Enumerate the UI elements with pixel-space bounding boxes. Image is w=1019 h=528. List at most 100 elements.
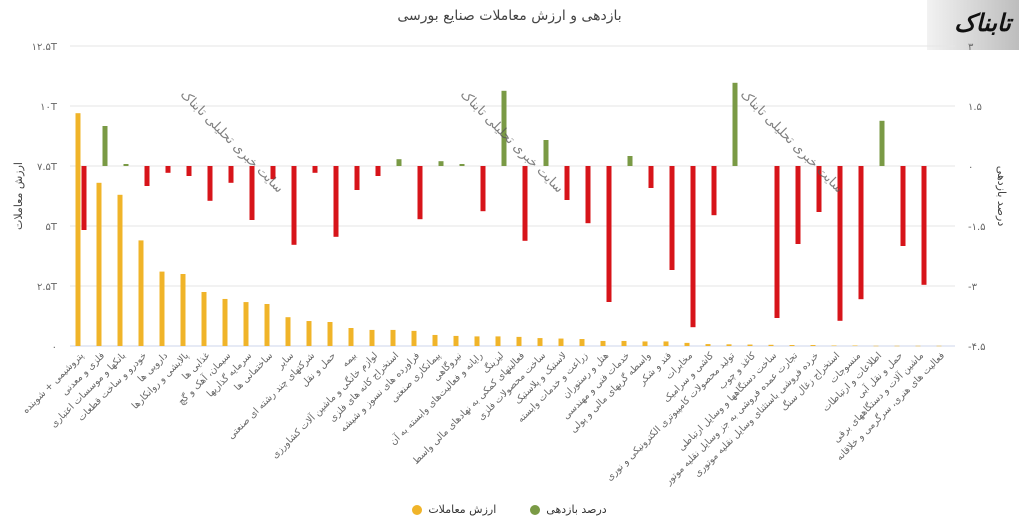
left-tick-label: ۵T <box>46 222 58 233</box>
value-bar <box>705 344 711 346</box>
return-bar <box>417 166 423 220</box>
value-bar <box>117 194 123 346</box>
value-bar <box>243 302 249 346</box>
value-bar <box>579 339 585 346</box>
tabnak-logo: تابناک <box>927 0 1019 50</box>
value-bar <box>474 336 480 346</box>
legend-item-value[interactable]: ارزش معاملات <box>412 503 496 516</box>
value-bar <box>537 338 543 346</box>
watermark-text: سایت خبری تحلیلی تابناک <box>457 87 566 196</box>
return-bar <box>333 166 339 237</box>
value-bar <box>96 182 102 346</box>
value-bar <box>411 330 417 346</box>
right-tick-label: ۳ <box>968 42 974 53</box>
value-bar <box>642 341 648 346</box>
right-tick-label: -۴.۵ <box>968 342 986 353</box>
return-bar <box>375 166 381 176</box>
value-bar <box>558 338 564 346</box>
value-bar <box>516 336 522 346</box>
return-bar <box>249 166 255 220</box>
value-bar <box>369 329 375 346</box>
value-bar <box>348 328 354 346</box>
chart-title: بازدهی و ارزش معاملات صنایع بورسی <box>397 8 622 24</box>
value-bar <box>264 304 270 346</box>
right-tick-label: -۱.۵ <box>968 222 986 233</box>
return-bar <box>459 164 465 166</box>
return-bar <box>186 166 192 176</box>
value-bar <box>810 345 816 346</box>
return-bar <box>291 166 297 245</box>
value-bar <box>285 317 291 346</box>
value-bar <box>201 292 207 346</box>
return-bar <box>921 166 927 285</box>
value-bar <box>831 345 837 347</box>
return-bar <box>690 166 696 328</box>
value-bar <box>390 329 396 346</box>
value-bar <box>159 271 165 346</box>
value-bar <box>327 322 333 346</box>
return-bar <box>312 166 318 173</box>
value-bar <box>873 345 879 347</box>
return-bar <box>900 166 906 246</box>
left-tick-label: ۱۲.۵T <box>32 42 58 53</box>
legend-item-return[interactable]: درصد بازدهی <box>530 503 607 516</box>
return-bar <box>438 161 444 166</box>
value-bar <box>789 345 795 346</box>
value-bar <box>747 344 753 346</box>
value-bar <box>915 345 921 347</box>
return-bar <box>837 166 843 321</box>
return-bar <box>627 156 633 166</box>
value-bar <box>726 344 732 346</box>
return-bar <box>81 166 87 230</box>
value-bar <box>663 341 669 346</box>
value-bar <box>222 298 228 346</box>
legend-dot <box>412 504 423 515</box>
value-bar <box>306 321 312 346</box>
return-bar <box>396 159 402 166</box>
return-bar <box>585 166 591 224</box>
return-bar <box>165 166 171 173</box>
value-bar <box>894 345 900 347</box>
legend-label: درصد بازدهی <box>546 503 607 516</box>
value-bar <box>936 345 942 347</box>
legend-label: ارزش معاملات <box>428 503 497 516</box>
value-bar <box>852 345 858 347</box>
value-bar <box>621 340 627 346</box>
return-bar <box>879 120 885 166</box>
return-bar <box>102 126 108 166</box>
return-bar <box>732 82 738 166</box>
value-bar <box>180 274 186 346</box>
return-bar <box>711 166 717 216</box>
right-tick-label: ۰ <box>968 162 973 173</box>
value-bar <box>432 334 438 346</box>
value-bar <box>600 340 606 346</box>
value-bar <box>495 336 501 346</box>
value-bar <box>684 342 690 346</box>
return-bar <box>669 166 675 270</box>
legend-dot <box>530 504 541 515</box>
return-bar <box>816 166 822 212</box>
return-bar <box>354 166 360 190</box>
right-tick-label: ۱.۵ <box>968 102 982 113</box>
left-tick-label: ۲.۵T <box>37 282 58 293</box>
return-bar <box>501 90 507 166</box>
legend: درصد بازدهی ارزش معاملات <box>0 503 1019 516</box>
return-bar <box>123 164 129 166</box>
left-axis-title: ارزش معاملات <box>12 162 25 230</box>
return-bar <box>795 166 801 244</box>
return-bar <box>522 166 528 241</box>
return-bar <box>270 166 276 180</box>
return-bar <box>480 166 486 212</box>
left-tick-label: ۷.۵T <box>37 162 58 173</box>
return-bar <box>858 166 864 300</box>
value-bar <box>768 344 774 346</box>
value-bar <box>138 240 144 346</box>
left-tick-label: ۱۰T <box>40 102 58 113</box>
return-bar <box>648 166 654 188</box>
left-tick-label: ۰ <box>52 342 57 353</box>
logo-text: تابناک <box>954 8 1011 37</box>
right-axis-title: درصد بازدهی <box>995 166 1008 227</box>
return-bar <box>774 166 780 318</box>
return-bar <box>564 166 570 200</box>
